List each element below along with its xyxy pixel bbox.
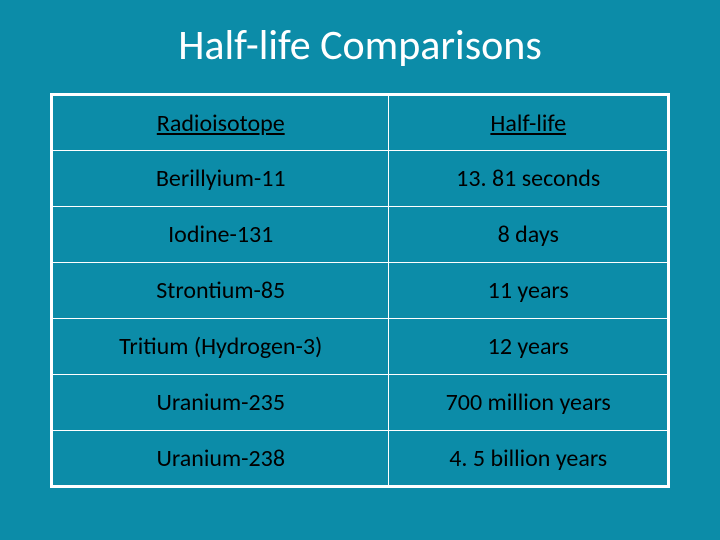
cell-isotope: Strontium-85 (52, 263, 389, 319)
cell-isotope: Uranium-238 (52, 431, 389, 487)
cell-isotope: Tritium (Hydrogen-3) (52, 319, 389, 375)
slide-title: Half-life Comparisons (50, 20, 670, 71)
header-cell-radioisotope: Radioisotope (52, 95, 389, 151)
cell-halflife: 8 days (389, 207, 669, 263)
header-cell-halflife: Half-life (389, 95, 669, 151)
cell-halflife: 11 years (389, 263, 669, 319)
table-row: Uranium-238 4. 5 billion years (52, 431, 669, 487)
cell-halflife: 13. 81 seconds (389, 151, 669, 207)
cell-halflife: 4. 5 billion years (389, 431, 669, 487)
table-container: Radioisotope Half-life Berillyium-11 13.… (50, 93, 670, 500)
table-row: Strontium-85 11 years (52, 263, 669, 319)
cell-isotope: Uranium-235 (52, 375, 389, 431)
table-row: Uranium-235 700 million years (52, 375, 669, 431)
table-header-row: Radioisotope Half-life (52, 95, 669, 151)
cell-halflife: 12 years (389, 319, 669, 375)
table-row: Iodine-131 8 days (52, 207, 669, 263)
table-row: Tritium (Hydrogen-3) 12 years (52, 319, 669, 375)
cell-isotope: Iodine-131 (52, 207, 389, 263)
cell-isotope: Berillyium-11 (52, 151, 389, 207)
cell-halflife: 700 million years (389, 375, 669, 431)
slide: Half-life Comparisons Radioisotope Half-… (0, 0, 720, 540)
table-row: Berillyium-11 13. 81 seconds (52, 151, 669, 207)
halflife-table: Radioisotope Half-life Berillyium-11 13.… (50, 93, 670, 488)
